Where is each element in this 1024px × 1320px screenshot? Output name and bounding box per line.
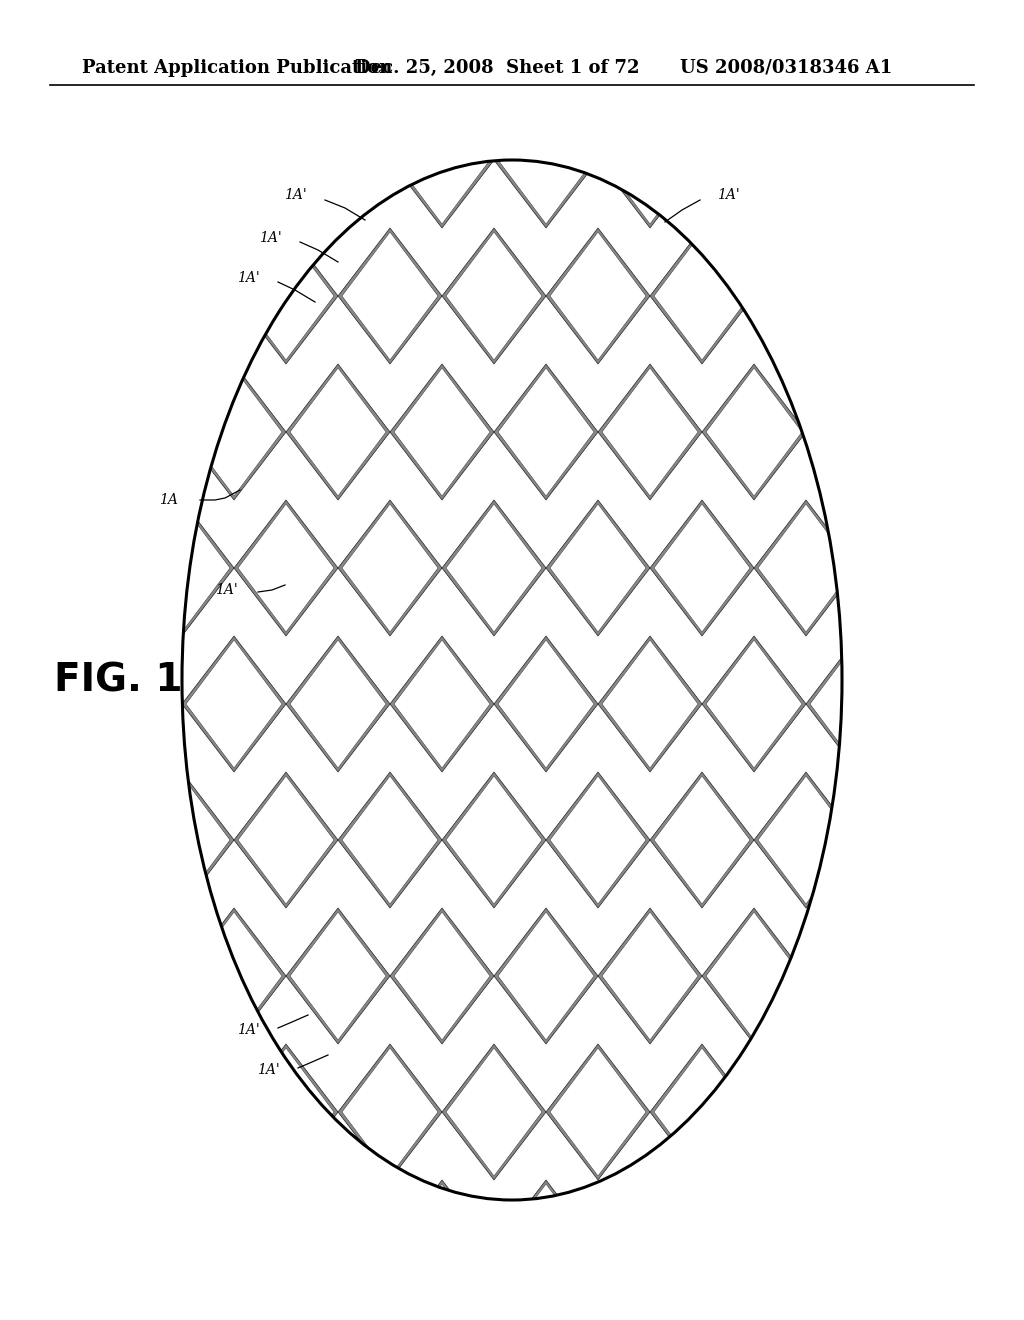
- Text: US 2008/0318346 A1: US 2008/0318346 A1: [680, 59, 892, 77]
- Text: 1A': 1A': [257, 1063, 280, 1077]
- Text: 1A': 1A': [215, 583, 238, 597]
- Text: Dec. 25, 2008  Sheet 1 of 72: Dec. 25, 2008 Sheet 1 of 72: [355, 59, 640, 77]
- Text: 1A': 1A': [717, 187, 739, 202]
- Text: 1A': 1A': [259, 231, 282, 246]
- Text: 1A: 1A: [159, 492, 177, 507]
- Ellipse shape: [182, 160, 842, 1200]
- Text: FIG. 1: FIG. 1: [53, 661, 182, 700]
- Text: 1A': 1A': [284, 187, 306, 202]
- Text: 1A': 1A': [237, 271, 259, 285]
- Text: 1A': 1A': [237, 1023, 259, 1038]
- Ellipse shape: [182, 160, 842, 1200]
- Text: Patent Application Publication: Patent Application Publication: [82, 59, 392, 77]
